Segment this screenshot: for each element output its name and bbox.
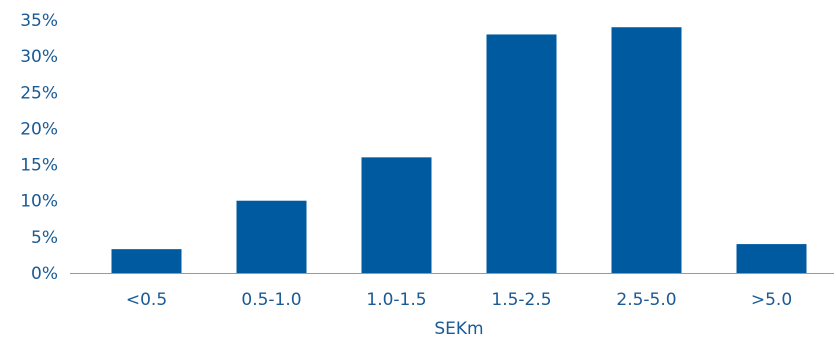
y-tick-label: 20%	[20, 119, 58, 139]
y-axis-ticks: 0% 5% 10% 15% 20% 25% 30% 35%	[20, 11, 58, 284]
x-axis-title: SEKm	[434, 319, 483, 339]
x-axis-ticks: <0.5 0.5-1.0 1.0-1.5 1.5-2.5 2.5-5.0 >5.0	[126, 290, 792, 310]
y-tick-label: 35%	[20, 11, 58, 31]
y-tick-label: 10%	[20, 192, 58, 212]
y-tick-label: 30%	[20, 47, 58, 67]
y-tick-label: 5%	[31, 228, 58, 248]
bar	[361, 157, 432, 273]
y-tick-label: 0%	[31, 264, 58, 284]
bar	[736, 244, 807, 273]
bar	[611, 27, 682, 273]
bar	[486, 34, 557, 274]
bar	[236, 200, 307, 273]
y-tick-label: 25%	[20, 83, 58, 103]
bars	[111, 27, 807, 274]
x-tick-label: <0.5	[126, 290, 167, 310]
x-tick-label: 2.5-5.0	[616, 290, 676, 310]
x-tick-label: 0.5-1.0	[241, 290, 301, 310]
bar	[111, 249, 182, 273]
y-tick-label: 15%	[20, 156, 58, 176]
x-tick-label: 1.0-1.5	[366, 290, 426, 310]
x-tick-label: 1.5-2.5	[491, 290, 551, 310]
x-tick-label: >5.0	[751, 290, 792, 310]
